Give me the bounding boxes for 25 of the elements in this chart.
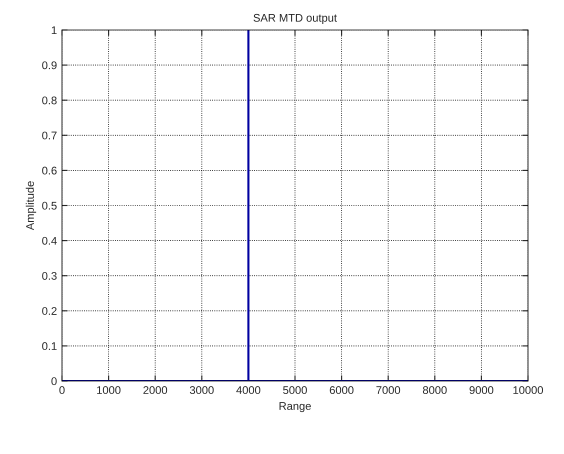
x-tick-label: 2000 [143,386,168,394]
y-tick-label: 0.1 [42,342,57,350]
y-tick-label: 0.8 [42,96,57,104]
x-tick-label: 0 [59,386,65,394]
x-tick-label: 1000 [97,386,121,394]
x-tick-label: 7000 [376,386,400,394]
x-axis-title: Range [280,402,311,412]
x-tick-label: 3000 [190,386,214,394]
y-tick-label: 0.4 [42,236,57,245]
y-tick-label: 1 [52,26,57,34]
x-tick-label: 8000 [422,386,447,394]
y-axis-title: Amplitude [26,181,36,230]
y-tick-label: 0.6 [42,166,57,175]
x-tick-label: 9000 [470,386,494,394]
y-tick-label: 0.5 [42,202,57,210]
chart-title: SAR MTD output [254,14,337,24]
x-tick-label: 10000 [513,386,544,394]
y-tick-label: 0.3 [42,272,57,280]
y-tick-label: 0.9 [42,61,57,70]
y-tick-label: 0.7 [42,132,57,140]
x-tick-label: 4000 [236,386,260,394]
y-tick-label: 0.2 [42,307,57,315]
y-tick-label: 0 [51,377,57,386]
x-tick-label: 5000 [283,386,307,394]
x-tick-label: 6000 [330,386,354,394]
